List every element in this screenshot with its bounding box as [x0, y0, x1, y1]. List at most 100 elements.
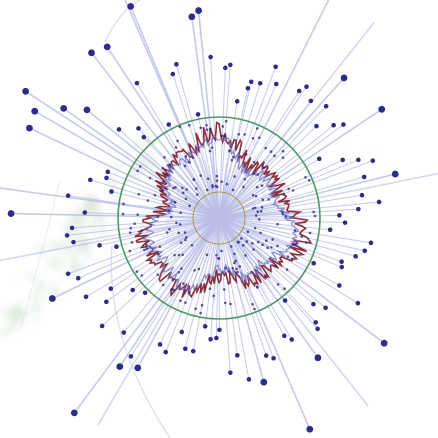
inner-dot — [216, 257, 220, 260]
spoke-dot — [87, 177, 93, 183]
spoke-dot — [228, 62, 233, 68]
inner-spoke — [178, 188, 220, 219]
spoke-dot — [163, 349, 169, 355]
spoke — [218, 217, 359, 304]
inner-dot — [251, 136, 255, 140]
inner-dot — [169, 215, 173, 219]
inner-dot — [184, 238, 187, 242]
spoke — [218, 217, 342, 263]
inner-spoke — [218, 217, 253, 299]
inner-dot — [237, 241, 240, 244]
spoke-dot — [362, 248, 368, 254]
inner-dot — [291, 243, 295, 246]
inner-dot — [212, 294, 215, 298]
haze-blob — [54, 261, 64, 270]
inner-spoke — [218, 217, 251, 282]
inner-spoke — [218, 163, 227, 219]
inner-dot — [237, 132, 241, 136]
inner-dot — [160, 189, 164, 193]
faint-arc — [19, 179, 61, 331]
inner-spoke — [163, 217, 220, 287]
inner-dot — [270, 246, 273, 249]
long-spoke — [218, 21, 376, 219]
inner-dot — [254, 194, 258, 198]
inner-spoke — [161, 172, 220, 219]
spoke-dot — [70, 409, 78, 417]
spoke — [101, 217, 220, 327]
spoke-dot — [128, 354, 134, 359]
spoke-dot — [339, 259, 344, 265]
spoke-dot — [289, 337, 295, 342]
inner-dot — [208, 127, 212, 131]
spoke-dot — [234, 99, 240, 104]
spoke-dot — [248, 79, 254, 85]
inner-dot — [256, 173, 260, 176]
spoke-dot — [271, 355, 276, 361]
inner-dot — [220, 249, 223, 253]
haze-blob — [61, 238, 68, 245]
inner-dot — [168, 163, 171, 167]
inner-dot — [188, 204, 191, 208]
spoke-dot — [104, 299, 109, 305]
spoke-dot — [109, 189, 114, 194]
inner-dot — [153, 193, 157, 197]
spoke-dot — [116, 127, 122, 132]
inner-dot — [215, 179, 219, 183]
inner-dot — [187, 160, 191, 164]
inner-dot — [190, 244, 194, 247]
inner-dot — [251, 207, 255, 210]
spoke-dots — [7, 3, 399, 433]
inner-dot — [243, 133, 246, 136]
inner-dot — [245, 240, 249, 243]
inner-dot — [256, 210, 260, 214]
spoke-dot — [208, 336, 213, 342]
spoke-dot — [190, 348, 196, 354]
spoke — [106, 217, 220, 303]
inner-dot — [252, 171, 256, 175]
inner-spoke — [218, 217, 290, 254]
inner-dot — [285, 268, 289, 271]
spoke-dot — [174, 62, 179, 67]
inner-dot — [184, 236, 188, 239]
inner-dot — [136, 169, 139, 173]
spoke — [218, 217, 331, 231]
spoke-dot — [340, 74, 348, 82]
inner-dot — [281, 212, 285, 216]
spoke-dot — [134, 80, 140, 86]
spoke-dot — [202, 324, 208, 329]
spoke-dot — [327, 227, 333, 233]
inner-dot — [183, 289, 187, 293]
inner-spoke — [218, 217, 261, 222]
inner-spoke — [218, 217, 269, 248]
inner-dot — [156, 215, 160, 219]
spoke-dot — [134, 364, 142, 372]
spoke-dot — [376, 199, 382, 205]
haze-blob — [18, 299, 24, 305]
spoke — [181, 217, 220, 333]
spoke-dot — [116, 363, 124, 371]
inner-dot — [312, 210, 315, 214]
inner-dot — [128, 231, 132, 235]
inner-dot — [293, 229, 297, 232]
inner-dot — [145, 243, 148, 247]
inner-dot — [304, 241, 308, 244]
spoke — [11, 212, 220, 219]
haze-blob — [32, 317, 37, 322]
inner-dot — [210, 146, 214, 149]
spoke-dot — [82, 210, 88, 215]
inner-dot — [276, 222, 279, 226]
spoke — [218, 217, 267, 356]
inner-dot — [308, 231, 312, 235]
haze-blob — [73, 256, 78, 262]
inner-dot — [173, 253, 176, 257]
faint-arcs — [19, 0, 171, 438]
inner-dot — [215, 174, 219, 178]
inner-ring — [192, 191, 246, 245]
spoke-dot — [391, 170, 399, 178]
inner-dot — [244, 254, 247, 257]
haze-blob — [29, 296, 35, 301]
haze-blob — [86, 205, 94, 213]
inner-dot — [197, 267, 201, 271]
spoke-dot — [263, 353, 269, 358]
spoke-dot — [83, 294, 89, 300]
